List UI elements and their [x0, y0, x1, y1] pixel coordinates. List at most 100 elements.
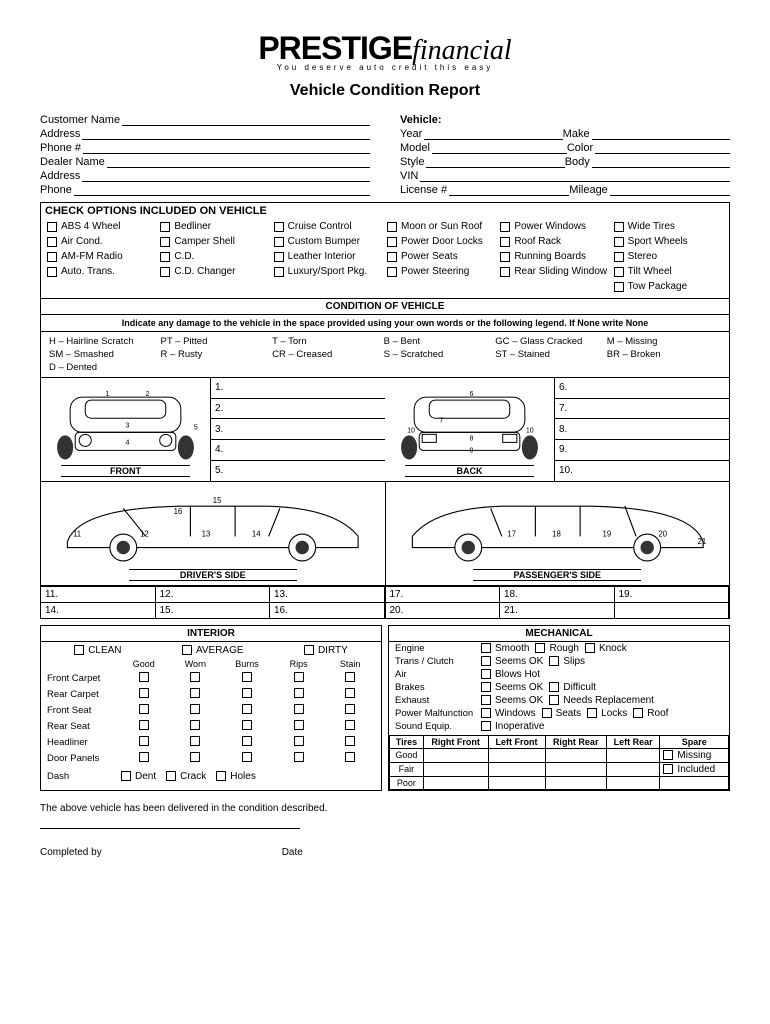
damage-line[interactable]: 21. [500, 602, 615, 618]
tires-cell[interactable] [545, 748, 606, 762]
damage-line[interactable]: 8. [555, 419, 729, 440]
damage-line[interactable]: 16. [270, 602, 385, 618]
mech-opt[interactable]: Seems OK [481, 656, 543, 667]
option-tow-package[interactable]: Tow Package [614, 281, 723, 292]
interior-check[interactable] [325, 688, 375, 701]
option-power-seats[interactable]: Power Seats [387, 251, 496, 262]
mech-opt[interactable]: Rough [535, 643, 578, 654]
option-tilt-wheel[interactable]: Tilt Wheel [614, 266, 723, 277]
option-roof-rack[interactable]: Roof Rack [500, 236, 609, 247]
dash-holes[interactable]: Holes [216, 771, 256, 782]
interior-check[interactable] [171, 720, 221, 733]
damage-line[interactable]: 19. [615, 586, 730, 602]
interior-check[interactable] [325, 736, 375, 749]
field-address[interactable]: Address [40, 128, 370, 140]
tires-cell[interactable] [423, 762, 488, 776]
interior-check[interactable] [222, 704, 272, 717]
tires-cell[interactable] [488, 748, 545, 762]
interior-check[interactable] [274, 688, 324, 701]
interior-check[interactable] [274, 704, 324, 717]
option-power-windows[interactable]: Power Windows [500, 221, 609, 232]
damage-line[interactable]: 4. [211, 440, 385, 461]
option-rear-sliding-window[interactable]: Rear Sliding Window [500, 266, 609, 277]
interior-check[interactable] [274, 720, 324, 733]
mech-opt[interactable]: Windows [481, 708, 536, 719]
option-running-boards[interactable]: Running Boards [500, 251, 609, 262]
option-leather-interior[interactable]: Leather Interior [274, 251, 383, 262]
mech-opt[interactable]: Locks [587, 708, 627, 719]
damage-line[interactable]: 7. [555, 399, 729, 420]
dash-dent[interactable]: Dent [121, 771, 156, 782]
field-address[interactable]: Address [40, 170, 370, 182]
vehicle-field[interactable]: License #Mileage [400, 184, 730, 196]
spare-opt[interactable]: Included [660, 762, 729, 776]
damage-line[interactable]: 5. [211, 461, 385, 481]
tires-cell[interactable] [606, 762, 660, 776]
damage-line[interactable]: 14. [41, 602, 156, 618]
damage-line[interactable]: 1. [211, 378, 385, 399]
damage-line[interactable]: 6. [555, 378, 729, 399]
damage-line[interactable]: 12. [156, 586, 271, 602]
damage-line[interactable]: 11. [41, 586, 156, 602]
interior-check[interactable] [119, 736, 169, 749]
field-dealer-name[interactable]: Dealer Name [40, 156, 370, 168]
interior-check[interactable] [119, 672, 169, 685]
field-customer-name[interactable]: Customer Name [40, 114, 370, 126]
dash-crack[interactable]: Crack [166, 771, 206, 782]
option-am-fm-radio[interactable]: AM-FM Radio [47, 251, 156, 262]
interior-condition-clean[interactable]: CLEAN [74, 645, 121, 656]
interior-check[interactable] [325, 672, 375, 685]
tires-cell[interactable] [545, 762, 606, 776]
interior-check[interactable] [171, 752, 221, 765]
tires-cell[interactable] [545, 776, 606, 789]
interior-check[interactable] [274, 736, 324, 749]
option-cruise-control[interactable]: Cruise Control [274, 221, 383, 232]
damage-line[interactable]: 13. [270, 586, 385, 602]
damage-line[interactable]: 15. [156, 602, 271, 618]
interior-check[interactable] [119, 688, 169, 701]
mech-opt[interactable]: Inoperative [481, 721, 544, 732]
option-auto--trans-[interactable]: Auto. Trans. [47, 266, 156, 277]
option-c-d-[interactable]: C.D. [160, 251, 269, 262]
interior-check[interactable] [325, 720, 375, 733]
interior-check[interactable] [119, 720, 169, 733]
option-luxury-sport-pkg-[interactable]: Luxury/Sport Pkg. [274, 266, 383, 277]
interior-check[interactable] [274, 672, 324, 685]
interior-check[interactable] [222, 672, 272, 685]
interior-check[interactable] [171, 736, 221, 749]
vehicle-field[interactable]: YearMake [400, 128, 730, 140]
interior-condition-average[interactable]: AVERAGE [182, 645, 244, 656]
damage-line[interactable]: 17. [386, 586, 501, 602]
mech-opt[interactable]: Smooth [481, 643, 529, 654]
interior-check[interactable] [171, 672, 221, 685]
vehicle-field[interactable]: ModelColor [400, 142, 730, 154]
tires-cell[interactable] [488, 762, 545, 776]
mech-opt[interactable]: Slips [549, 656, 585, 667]
mech-opt[interactable]: Seats [542, 708, 582, 719]
option-bedliner[interactable]: Bedliner [160, 221, 269, 232]
mech-opt[interactable]: Difficult [549, 682, 596, 693]
option-c-d--changer[interactable]: C.D. Changer [160, 266, 269, 277]
interior-check[interactable] [222, 752, 272, 765]
interior-check[interactable] [171, 688, 221, 701]
mech-opt[interactable]: Seems OK [481, 695, 543, 706]
mech-opt[interactable]: Blows Hot [481, 669, 540, 680]
mech-opt[interactable]: Seems OK [481, 682, 543, 693]
option-stereo[interactable]: Stereo [614, 251, 723, 262]
mech-opt[interactable]: Knock [585, 643, 627, 654]
mech-opt[interactable]: Needs Replacement [549, 695, 654, 706]
interior-check[interactable] [325, 752, 375, 765]
option-custom-bumper[interactable]: Custom Bumper [274, 236, 383, 247]
tires-cell[interactable] [488, 776, 545, 789]
option-abs---wheel[interactable]: ABS 4 Wheel [47, 221, 156, 232]
vehicle-field[interactable]: VIN [400, 170, 730, 182]
field-phone[interactable]: Phone [40, 184, 370, 196]
mech-opt[interactable]: Roof [633, 708, 668, 719]
interior-check[interactable] [325, 704, 375, 717]
interior-check[interactable] [119, 704, 169, 717]
damage-line[interactable]: 20. [386, 602, 501, 618]
damage-line[interactable]: 10. [555, 461, 729, 481]
option-camper-shell[interactable]: Camper Shell [160, 236, 269, 247]
option-power-door-locks[interactable]: Power Door Locks [387, 236, 496, 247]
tires-cell[interactable] [423, 776, 488, 789]
